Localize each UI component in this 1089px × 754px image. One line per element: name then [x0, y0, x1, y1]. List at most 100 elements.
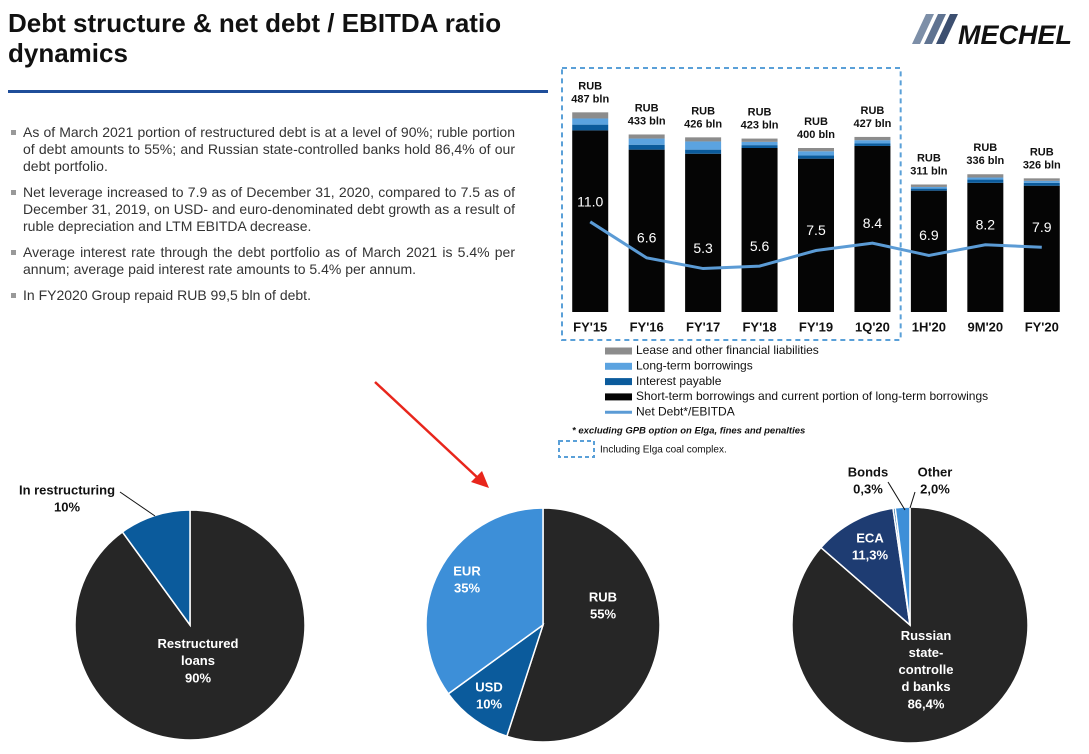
total-label: RUB 427 bln: [853, 105, 891, 130]
slice-value: 2,0%: [920, 481, 950, 496]
bar-segment: [798, 148, 834, 152]
bar-segment: [1023, 182, 1060, 186]
slice-value: 11,3%: [852, 547, 889, 562]
bullet: In FY2020 Group repaid RUB 99,5 bln of d…: [10, 287, 515, 304]
legend-swatch: [605, 378, 632, 386]
pie-slice: [819, 507, 912, 627]
ratio-label: 7.9: [1032, 219, 1052, 235]
x-tick-label: 1H'20: [912, 319, 946, 334]
ratio-label: 8.4: [863, 215, 883, 231]
legend-label: Long-term borrowings: [636, 358, 753, 372]
red-arrow: [374, 381, 489, 488]
slice-value: 90%: [185, 670, 211, 685]
bar-segment: [910, 188, 947, 191]
x-tick-label: 9M'20: [968, 319, 1004, 334]
highlight-legend-box: [558, 440, 595, 458]
logo-text: MECHEL: [958, 20, 1072, 50]
bar-segment: [741, 148, 778, 312]
bar-segment: [967, 177, 1004, 180]
legend-label: Lease and other financial liabilities: [636, 343, 819, 357]
bar-segment: [967, 174, 1004, 178]
bullet: Average interest rate through the debt p…: [10, 244, 515, 278]
bar-segment: [798, 158, 834, 312]
bar-segment: [628, 138, 665, 145]
x-tick-label: FY'16: [630, 319, 664, 334]
highlight-box: [561, 67, 902, 341]
pie-slice: [505, 507, 661, 743]
bar-segment: [741, 138, 778, 142]
bar-segment: [685, 141, 722, 150]
slice-label: Bonds: [848, 464, 888, 479]
legend-swatch: [605, 362, 632, 370]
x-tick-label: FY'17: [686, 319, 720, 334]
slice-label: In restructuring: [19, 482, 115, 497]
ratio-label: 7.5: [806, 222, 826, 238]
pie-slice: [447, 623, 545, 738]
slice-value: 55%: [590, 606, 616, 621]
slice-label: Other: [918, 464, 953, 479]
ratio-label: 5.3: [693, 240, 713, 256]
x-tick-label: FY'20: [1025, 319, 1059, 334]
legend-label: Short-term borrowings and current portio…: [636, 389, 988, 403]
total-label: RUB 400 bln: [797, 116, 835, 141]
total-label: RUB 336 bln: [966, 142, 1004, 167]
legend-swatch: [605, 347, 632, 355]
bullet: Net leverage increased to 7.9 as of Dece…: [10, 184, 515, 235]
bullet-list: As of March 2021 portion of restructured…: [10, 124, 515, 313]
slice-value: 86,4%: [908, 696, 945, 711]
slice-value: 0,3%: [853, 481, 883, 496]
bar-segment: [685, 137, 722, 142]
logo: MECHEL: [912, 14, 1072, 50]
title-rule: [8, 90, 548, 93]
highlight-legend-label: Including Elga coal complex.: [600, 445, 727, 456]
bar-segment: [1023, 185, 1060, 312]
ratio-label: 6.9: [919, 227, 939, 243]
bar-segment: [798, 155, 834, 159]
bar-segment: [854, 145, 891, 312]
total-label: RUB 433 bln: [628, 102, 666, 127]
bar-segment: [967, 179, 1004, 183]
bar-segment: [854, 143, 891, 146]
bar-segment: [741, 145, 778, 148]
slice-value: 10%: [476, 696, 502, 711]
ratio-label: 11.0: [577, 194, 603, 210]
bar-segment: [798, 151, 834, 156]
bar-segment: [1023, 178, 1060, 181]
slice-label: Restructured loans: [158, 636, 239, 668]
bar-segment: [854, 140, 891, 144]
bar-segment: [572, 112, 609, 119]
legend-label: Interest payable: [636, 374, 722, 388]
slice-value: 35%: [454, 580, 480, 595]
total-label: RUB 426 bln: [684, 105, 722, 130]
x-tick-label: FY'15: [573, 319, 607, 334]
total-label: RUB 423 bln: [741, 106, 779, 131]
slide-title: Debt structure & net debt / EBITDA ratio…: [8, 8, 502, 68]
bar-segment: [854, 136, 891, 141]
bar-segment: [628, 149, 665, 312]
slice-label: RUB: [589, 589, 617, 604]
leader-line: [887, 481, 906, 511]
slice-label: EUR: [453, 563, 481, 578]
x-tick-label: FY'18: [742, 319, 776, 334]
slice-label: USD: [475, 679, 502, 694]
bar-segment: [628, 134, 665, 139]
slice-value: 10%: [54, 499, 80, 514]
bar-segment: [741, 141, 778, 146]
legend-swatch: [605, 393, 632, 401]
bar-segment: [910, 186, 947, 189]
bar-segment: [572, 124, 609, 131]
pie-slice: [74, 509, 306, 741]
bar-segment: [1023, 180, 1060, 183]
slice-label: ECA: [856, 530, 884, 545]
ratio-label: 8.2: [976, 216, 996, 232]
bar-segment: [572, 130, 609, 312]
total-label: RUB 326 bln: [1023, 146, 1061, 171]
x-tick-label: 1Q'20: [855, 319, 890, 334]
leader-line: [909, 491, 916, 509]
ratio-line: [589, 220, 1042, 271]
bar-segment: [910, 184, 947, 187]
pie-slice: [425, 507, 544, 695]
x-tick-label: FY'19: [799, 319, 833, 334]
bar-segment: [685, 153, 722, 312]
bullet: As of March 2021 portion of restructured…: [10, 124, 515, 175]
